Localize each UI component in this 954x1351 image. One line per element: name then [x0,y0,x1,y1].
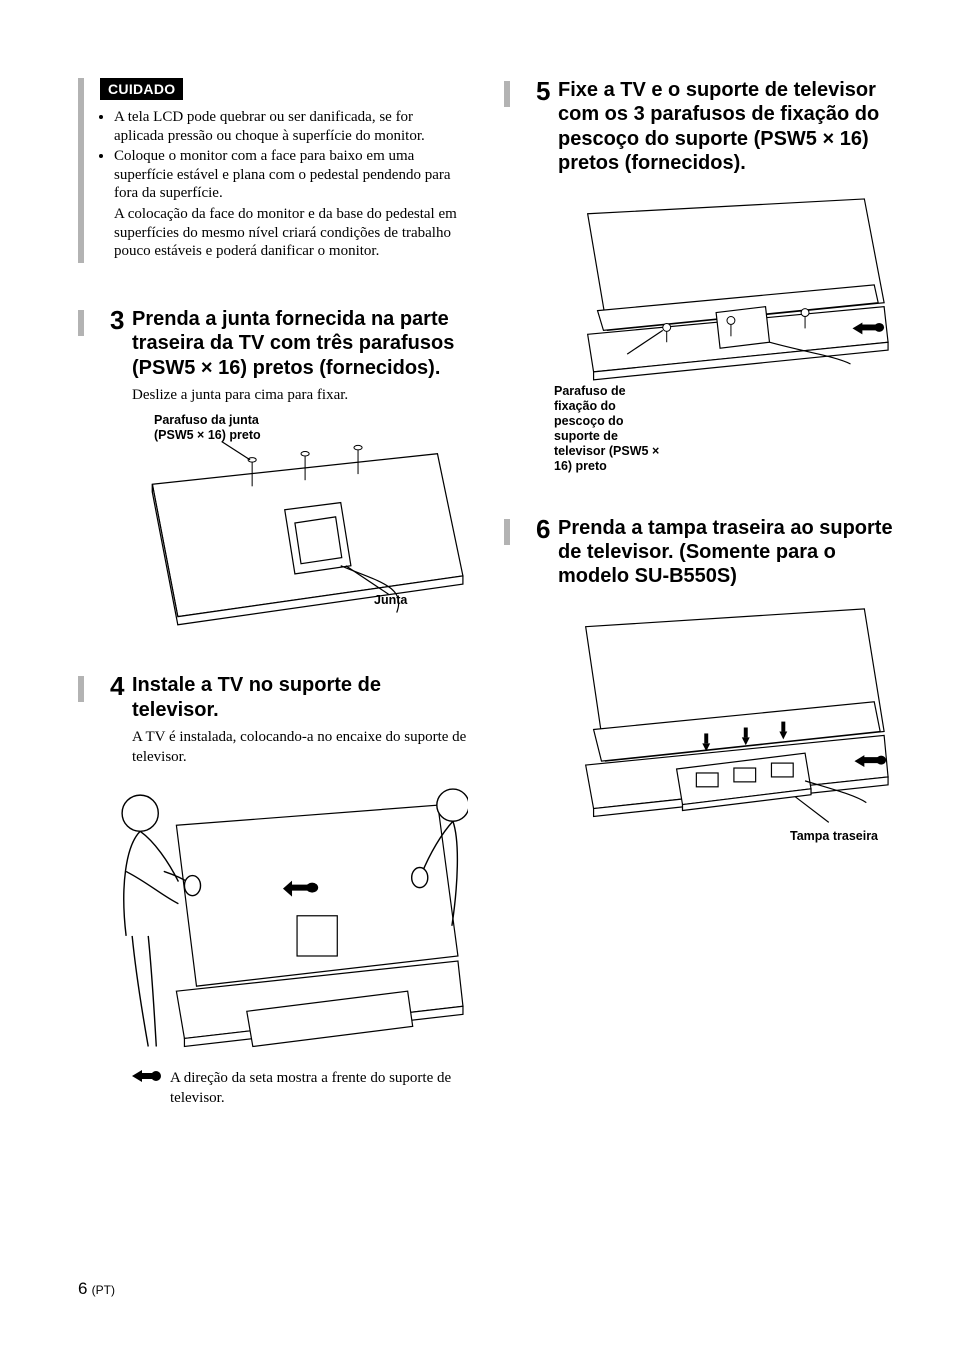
step-paragraph: Deslize a junta para cima para fixar. [132,386,468,406]
step-5: 5 Fixe a TV e o suporte de televisor com… [504,78,894,464]
step-indicator-bar [504,519,510,545]
bullet-text: Coloque o monitor com a face para baixo … [114,148,451,201]
callout-screw: Parafuso da junta (PSW5 × 16) preto [154,413,284,443]
step-title: Instale a TV no suporte de televisor. [132,673,468,722]
caution-bullets: A tela LCD pode quebrar ou ser danificad… [100,108,462,261]
diagram-rear-cover-icon [558,603,894,840]
step-indicator-bar [78,676,84,702]
figure-step4 [106,775,468,1059]
step-indicator-bar [78,310,84,336]
arrow-direction-note: A direção da seta mostra a frente do sup… [132,1069,468,1108]
two-column-layout: CUIDADO A tela LCD pode quebrar ou ser d… [78,78,894,1108]
figure-step3: Parafuso da junta (PSW5 × 16) preto [132,413,468,637]
bullet-item: A tela LCD pode quebrar ou ser danificad… [114,108,462,145]
diagram-install-icon [106,775,468,1057]
step-number: 5 [536,76,550,106]
arrow-note-text: A direção da seta mostra a frente do sup… [170,1069,468,1108]
caution-block: CUIDADO A tela LCD pode quebrar ou ser d… [78,78,468,263]
step-paragraph: A TV é instalada, colocando-a no encaixe… [132,728,468,767]
step-number: 3 [110,305,124,335]
step-title: Prenda a tampa traseira ao suporte de te… [558,516,894,589]
callout-rear-cover: Tampa traseira [790,829,878,844]
page-number-suffix: (PT) [92,1283,115,1297]
arrow-left-icon [132,1069,162,1108]
step-title: Prenda a junta fornecida na parte trasei… [132,307,468,380]
page: CUIDADO A tela LCD pode quebrar ou ser d… [0,0,954,1351]
step-number: 6 [536,514,550,544]
bullet-item: Coloque o monitor com a face para baixo … [114,147,462,261]
step-title: Fixe a TV e o suporte de televisor com o… [558,78,894,176]
step-6: 6 Prenda a tampa traseira ao suporte de … [504,516,894,863]
figure-step5: Parafuso de fixação do pescoço do suport… [558,194,894,464]
figure-step6: Tampa traseira [558,603,894,863]
right-column: 5 Fixe a TV e o suporte de televisor com… [504,78,894,1108]
left-column: CUIDADO A tela LCD pode quebrar ou ser d… [78,78,468,1108]
callout-neck-screw: Parafuso de fixação do pescoço do suport… [554,384,664,474]
diagram-secure-icon [558,194,894,392]
page-number-main: 6 [78,1279,87,1298]
bullet-subtext: A colocação da face do monitor e da base… [114,205,462,261]
page-number: 6 (PT) [78,1279,115,1299]
step-indicator-bar [504,81,510,107]
diagram-joint-icon [132,413,468,637]
caution-label: CUIDADO [100,78,183,100]
bullet-text: A tela LCD pode quebrar ou ser danificad… [114,109,425,144]
step-4: 4 Instale a TV no suporte de televisor. … [78,673,468,1108]
step-number: 4 [110,671,124,701]
callout-joint: Junta [374,593,407,608]
step-3: 3 Prenda a junta fornecida na parte tras… [78,307,468,638]
